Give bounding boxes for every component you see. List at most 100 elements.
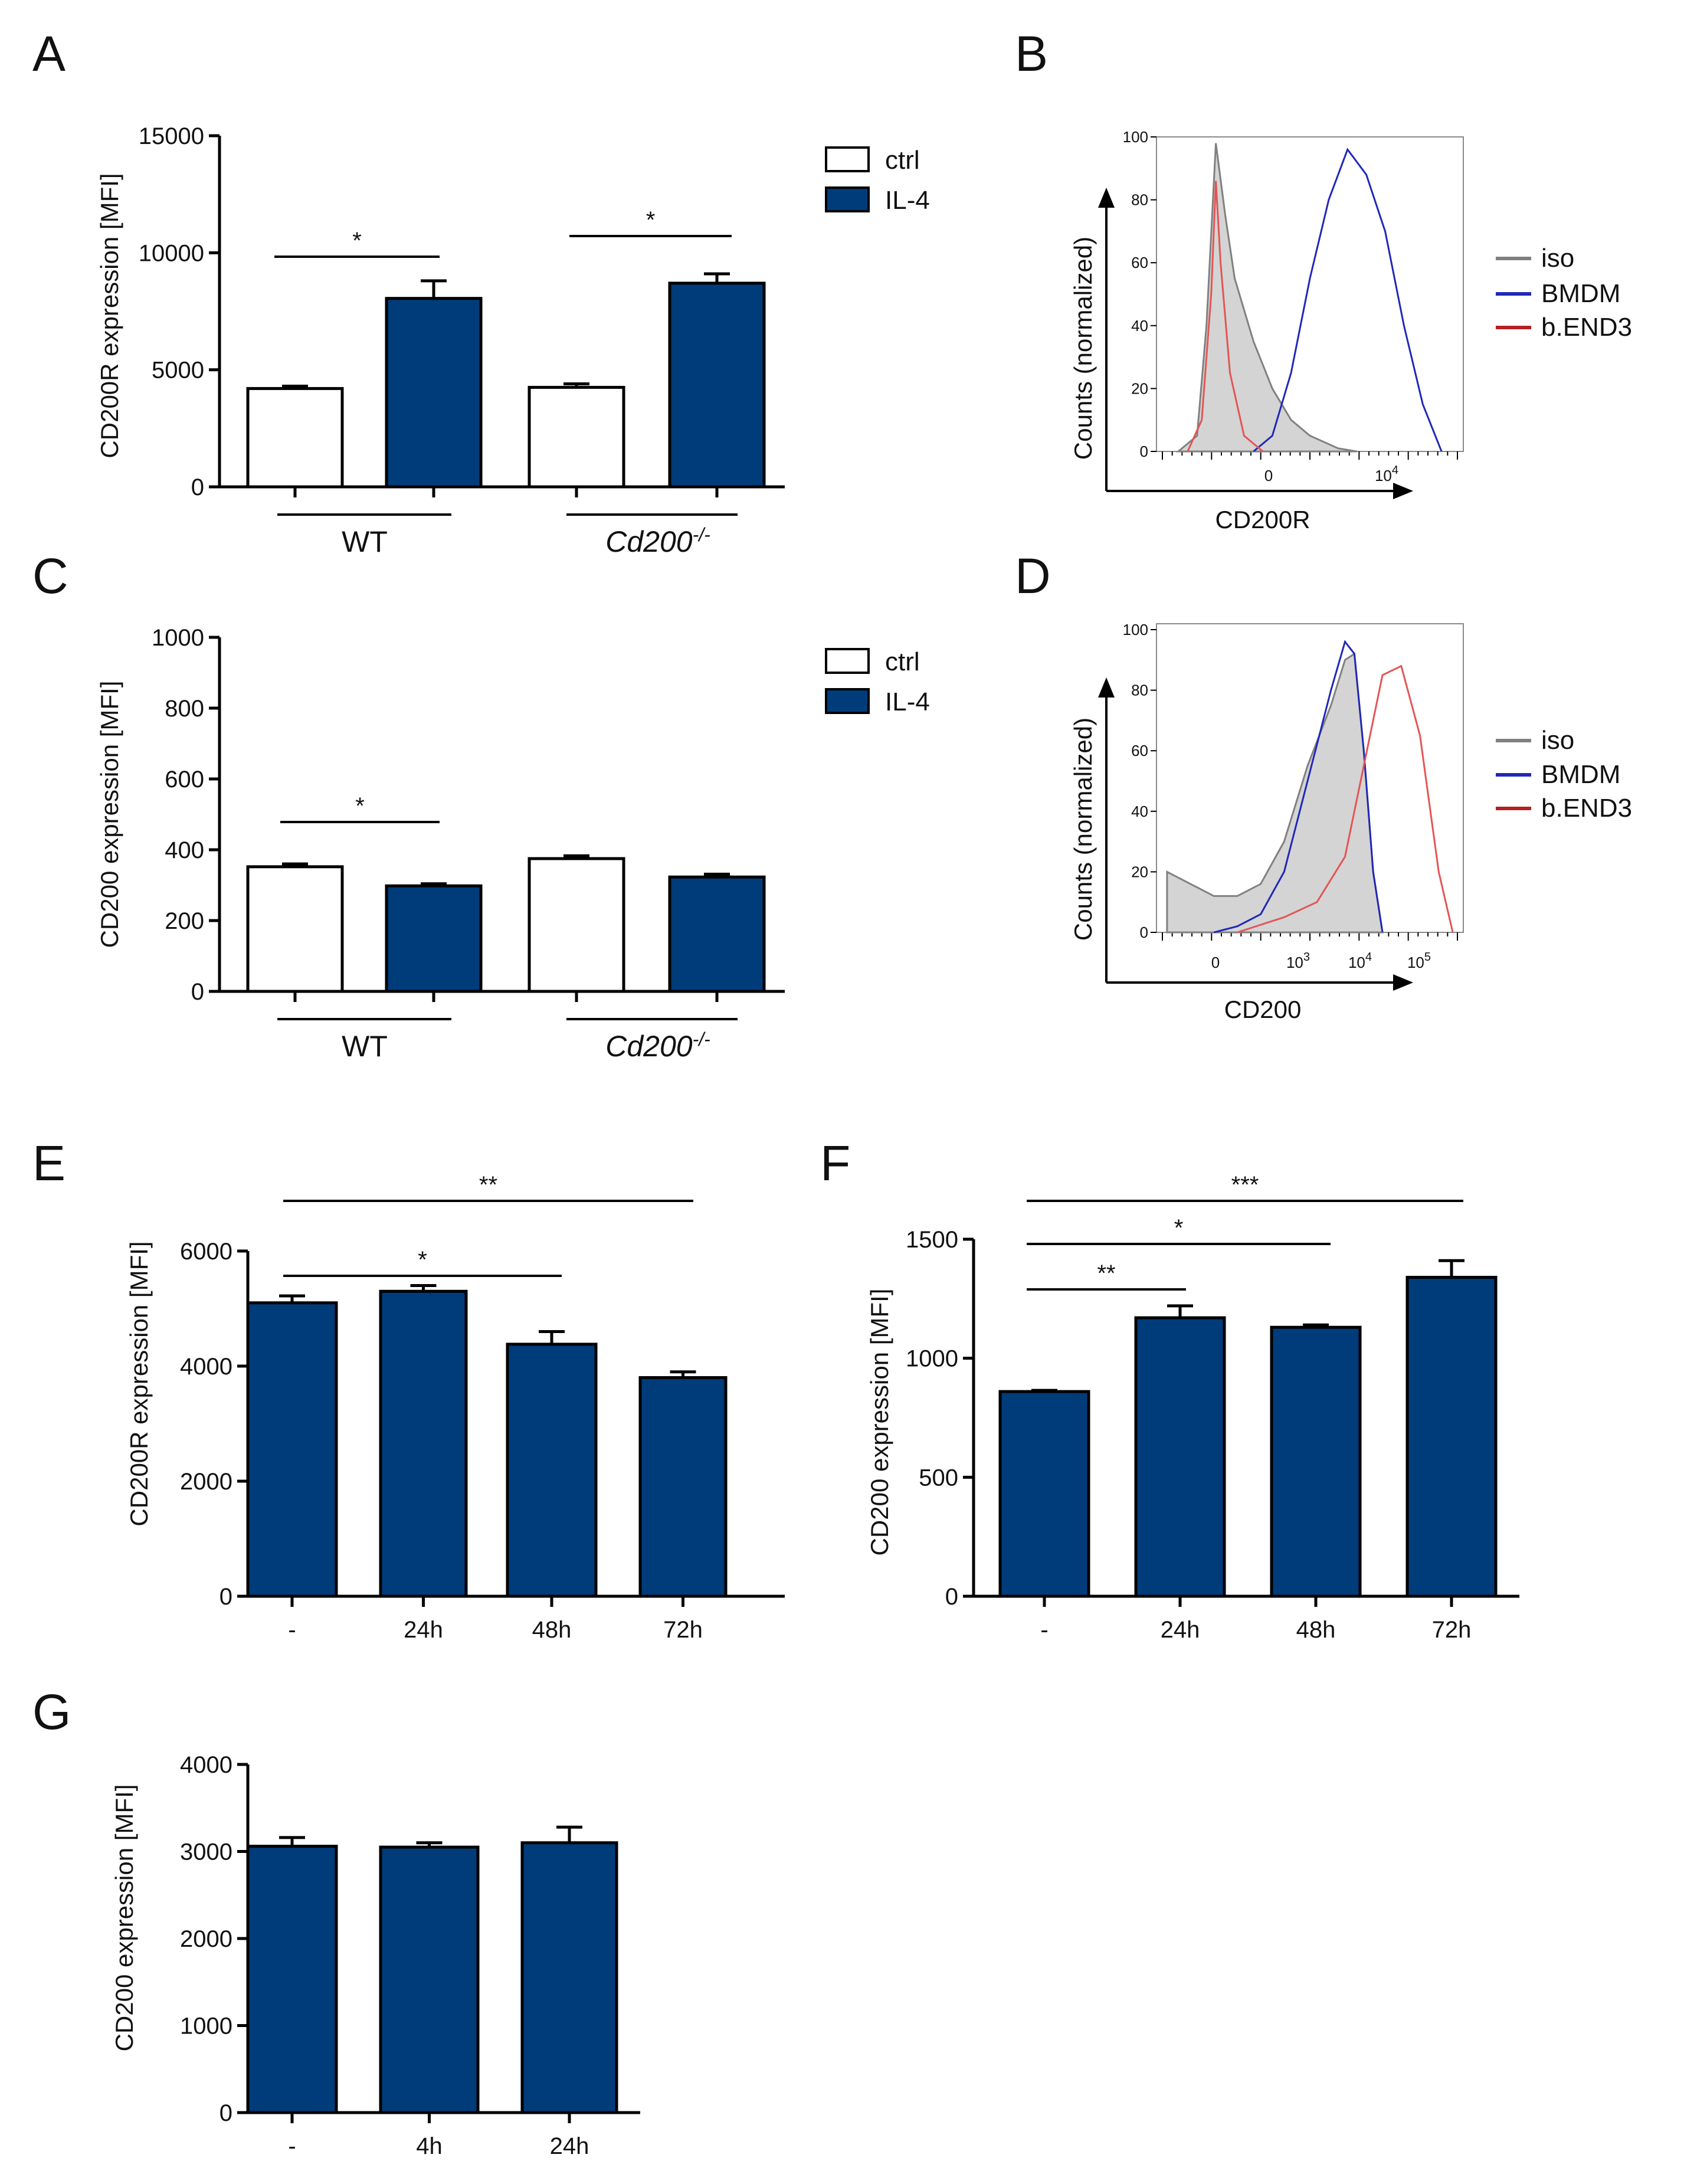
chart-a-bar-0 [246, 387, 344, 489]
chart-f-bar-2 [1270, 1325, 1362, 1598]
legend-c-il4-label: IL-4 [885, 687, 930, 716]
chart-a-yticks: 0 5000 10000 15000 [139, 123, 204, 500]
chart-c-ytick-4: 800 [165, 696, 204, 722]
chart-f-sig-label-1: * [1174, 1215, 1184, 1241]
chart-d-ylabel: Counts (normalized) [1069, 718, 1097, 941]
chart-g: CD200 expression [MFI] 0 1000 2000 3000 … [110, 1752, 640, 2159]
chart-e-marks: *** [237, 1172, 785, 1607]
chart-b-xlabel: CD200R [1215, 506, 1310, 533]
chart-g-yticks: 0 1000 2000 3000 4000 [180, 1752, 232, 2126]
chart-c-group-ko: Cd200-/- [605, 1029, 710, 1063]
legend-a: ctrl IL-4 [825, 146, 930, 215]
chart-e-ytick-2: 4000 [180, 1354, 232, 1380]
chart-g-xticks: - 4h 24h [288, 2133, 589, 2159]
chart-a-group-wt: WT [342, 525, 388, 558]
chart-c: CD200 expression [MFI] 0 200 400 600 800… [96, 625, 785, 1063]
chart-d-xticks: 0 103 104 105 [1211, 951, 1431, 971]
chart-c-group-wt: WT [342, 1030, 388, 1063]
chart-g-ytick-1: 1000 [180, 2013, 232, 2039]
chart-f-xtick-1: 24h [1161, 1617, 1200, 1643]
panel-letter-a: A [32, 26, 65, 81]
chart-d-y-arrow-head [1098, 677, 1115, 698]
chart-c-group-ko-name: Cd200 [605, 1030, 693, 1063]
chart-b-yticks: 0 20 40 60 80 100 [1123, 128, 1148, 460]
chart-a: CD200R expression [MFI] 0 5000 10000 150… [96, 123, 785, 558]
chart-f-xtick-0: - [1040, 1617, 1048, 1643]
chart-g-ytick-0: 0 [219, 2100, 232, 2126]
chart-c-ytick-1: 200 [165, 908, 204, 934]
chart-f-bar-1 [1134, 1316, 1226, 1598]
chart-b-series-iso [1175, 143, 1357, 453]
legend-c: ctrl IL-4 [825, 647, 930, 716]
chart-d: Counts (normalized) CD200 0 20 40 60 80 … [1069, 621, 1464, 1023]
chart-f-xtick-2: 48h [1296, 1617, 1336, 1643]
chart-f-ytick-1: 500 [919, 1465, 958, 1491]
chart-e-xtick-1: 24h [404, 1617, 443, 1643]
chart-a-ytick-2: 10000 [139, 240, 204, 266]
legend-b-iso-label: iso [1541, 244, 1574, 273]
legend-a-il4-swatch [825, 186, 870, 212]
chart-g-bar-0 [246, 1845, 338, 2114]
chart-b-x-arrow-head [1393, 483, 1413, 499]
chart-c-ytick-0: 0 [191, 979, 204, 1005]
chart-d-ytick-4: 80 [1131, 682, 1148, 699]
chart-b-xtick-1-base: 10 [1375, 467, 1392, 484]
chart-b-ylabel: Counts (normalized) [1069, 237, 1097, 460]
legend-c-il4-swatch [825, 688, 870, 714]
chart-f-xtick-3: 72h [1432, 1617, 1472, 1643]
chart-b-series-bmdm [1253, 148, 1443, 453]
chart-f-bar-3 [1405, 1276, 1498, 1598]
legend-a-il4-label: IL-4 [885, 186, 930, 215]
legend-b-bmdm-label: BMDM [1541, 279, 1620, 308]
chart-g-bar-1 [379, 1845, 480, 2114]
chart-c-group-ko-sup: -/- [693, 1029, 710, 1050]
chart-f-yticks: 0 500 1000 1500 [906, 1227, 958, 1610]
chart-c-ytick-2: 400 [165, 837, 204, 863]
chart-d-ytick-5: 100 [1123, 621, 1148, 638]
chart-e-xtick-0: - [288, 1617, 296, 1643]
chart-e-sig-label-0: * [418, 1247, 427, 1273]
chart-d-series-bend3 [1237, 664, 1454, 934]
chart-b-xticks: 0 104 [1264, 464, 1398, 484]
chart-b-marks [1098, 136, 1464, 499]
chart-d-xtick-0: 0 [1211, 954, 1220, 971]
chart-f-sig-label-0: ** [1097, 1260, 1115, 1286]
panel-letter-b: B [1015, 26, 1048, 81]
chart-e-bar-3 [638, 1376, 728, 1598]
chart-c-sig-label-0: * [355, 793, 365, 819]
chart-a-sig-label-1: * [646, 207, 656, 233]
chart-d-x-arrow-head [1393, 974, 1413, 991]
chart-f-xticks: - 24h 48h 72h [1040, 1617, 1471, 1643]
chart-d-series-iso [1166, 652, 1384, 934]
chart-f-ytick-2: 1000 [906, 1346, 958, 1372]
chart-d-xtick-3-exp: 5 [1424, 951, 1431, 964]
chart-g-xtick-1: 4h [416, 2133, 443, 2159]
chart-c-ytick-5: 1000 [152, 625, 204, 651]
chart-a-bar-3 [668, 281, 766, 489]
panel-letter-f: F [820, 1135, 850, 1191]
chart-b-xtick-1: 104 [1375, 464, 1398, 484]
chart-d-ytick-3: 60 [1131, 742, 1148, 759]
chart-e-xtick-3: 72h [663, 1617, 703, 1643]
chart-d-ytick-0: 0 [1140, 924, 1148, 941]
chart-e-ylabel: CD200R expression [MFI] [125, 1241, 153, 1526]
chart-d-xtick-3: 105 [1407, 951, 1431, 971]
chart-c-ylabel: CD200 expression [MFI] [96, 681, 123, 948]
chart-a-ytick-3: 15000 [139, 123, 204, 149]
chart-b-xtick-1-exp: 4 [1392, 464, 1398, 477]
chart-d-xtick-3-base: 10 [1407, 954, 1424, 971]
legend-d-bend3-label: b.END3 [1541, 794, 1632, 823]
chart-e-ytick-3: 6000 [180, 1239, 232, 1265]
chart-c-yticks: 0 200 400 600 800 1000 [152, 625, 204, 1005]
legend-d: iso BMDM b.END3 [1496, 726, 1632, 823]
panel-letter-g: G [32, 1684, 71, 1740]
chart-b-ytick-1: 20 [1131, 379, 1148, 397]
chart-b-xtick-0: 0 [1264, 467, 1273, 484]
chart-b: Counts (normalized) CD200R 0 20 40 60 80… [1069, 128, 1464, 533]
chart-f-marks: ****** [963, 1172, 1519, 1607]
chart-d-series-bmdm [1213, 640, 1384, 934]
chart-c-bar-2 [528, 857, 625, 993]
chart-d-xtick-2-base: 10 [1348, 954, 1365, 971]
chart-c-ytick-3: 600 [165, 767, 204, 793]
